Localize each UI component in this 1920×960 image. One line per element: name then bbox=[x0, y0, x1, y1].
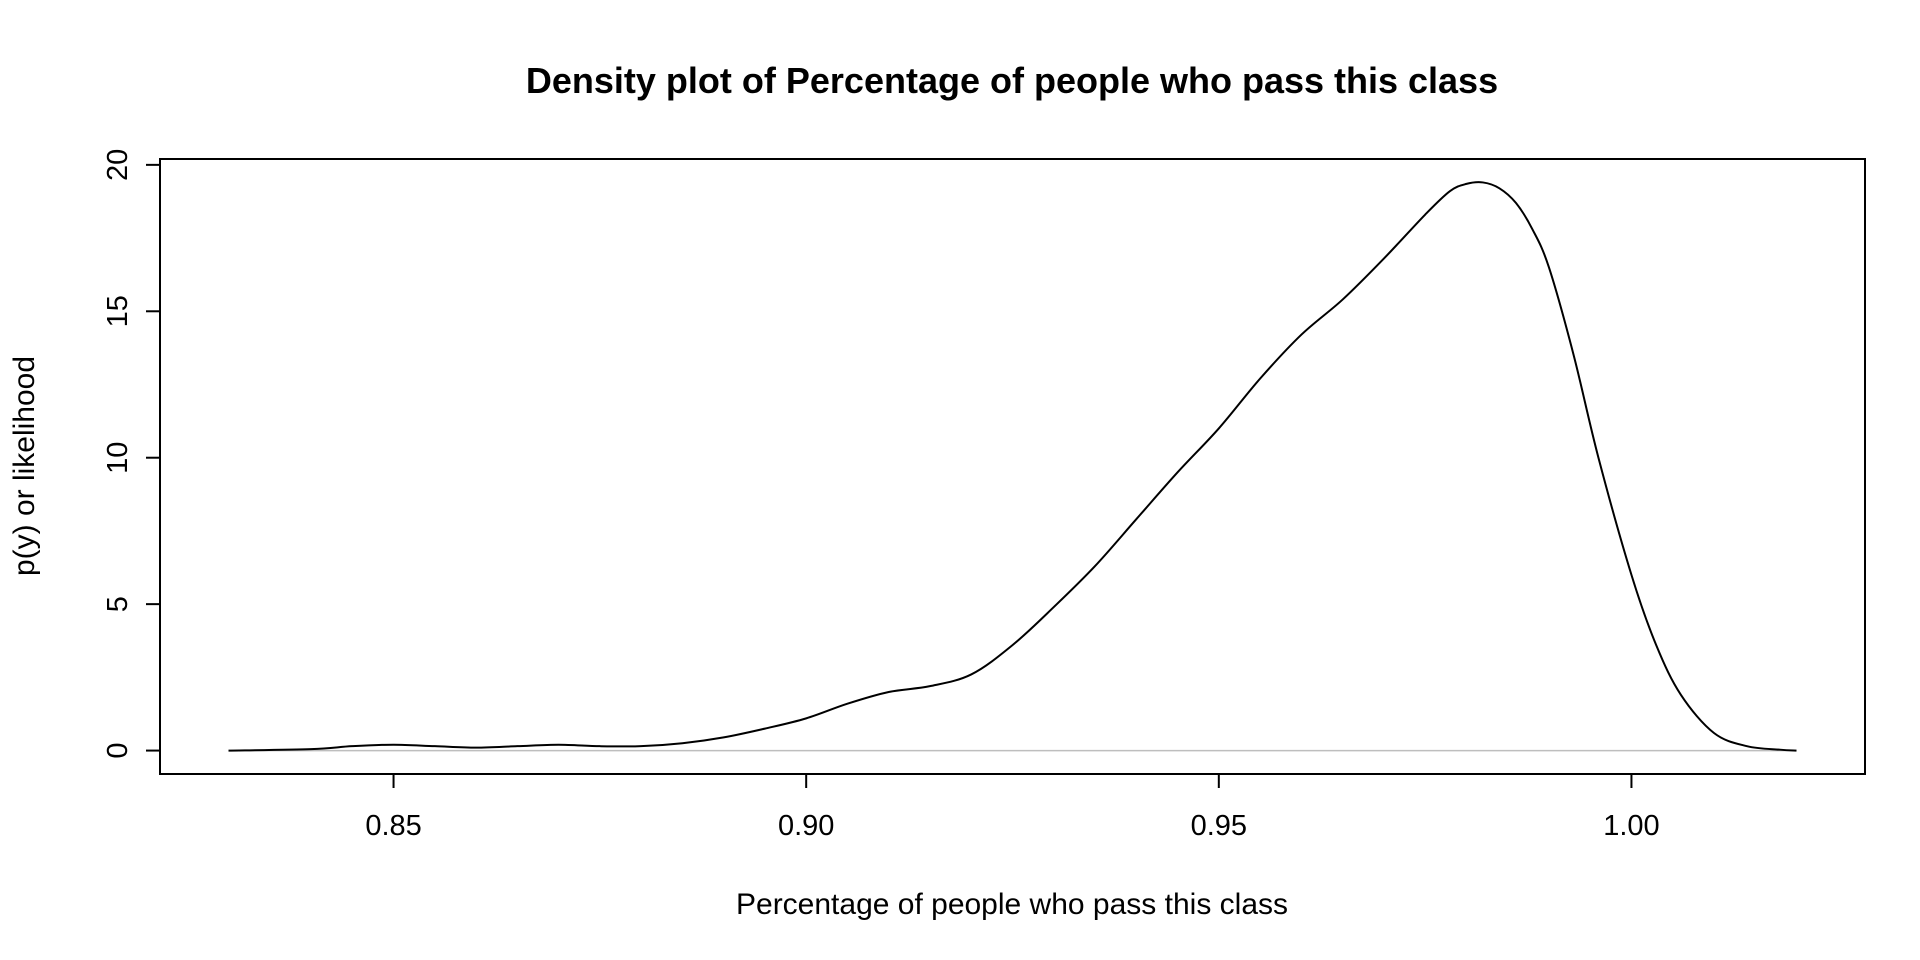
y-tick-label: 15 bbox=[102, 295, 134, 327]
y-tick-label: 10 bbox=[102, 442, 134, 474]
y-tick-label: 0 bbox=[102, 743, 134, 759]
x-tick-label: 0.95 bbox=[1191, 810, 1247, 842]
chart-title: Density plot of Percentage of people who… bbox=[526, 60, 1498, 101]
x-tick-label: 0.90 bbox=[778, 810, 834, 842]
y-axis: 0 5 10 15 20 bbox=[102, 149, 161, 759]
y-tick-label: 20 bbox=[102, 149, 134, 181]
y-axis-label: p(y) or likelihood bbox=[8, 356, 41, 576]
x-axis: 0.85 0.90 0.95 1.00 bbox=[365, 773, 1660, 842]
x-tick-label: 1.00 bbox=[1603, 810, 1659, 842]
density-curve bbox=[228, 181, 1797, 752]
x-tick-label: 0.85 bbox=[365, 810, 421, 842]
y-tick-label: 5 bbox=[102, 596, 134, 612]
x-axis-label: Percentage of people who pass this class bbox=[736, 888, 1288, 921]
